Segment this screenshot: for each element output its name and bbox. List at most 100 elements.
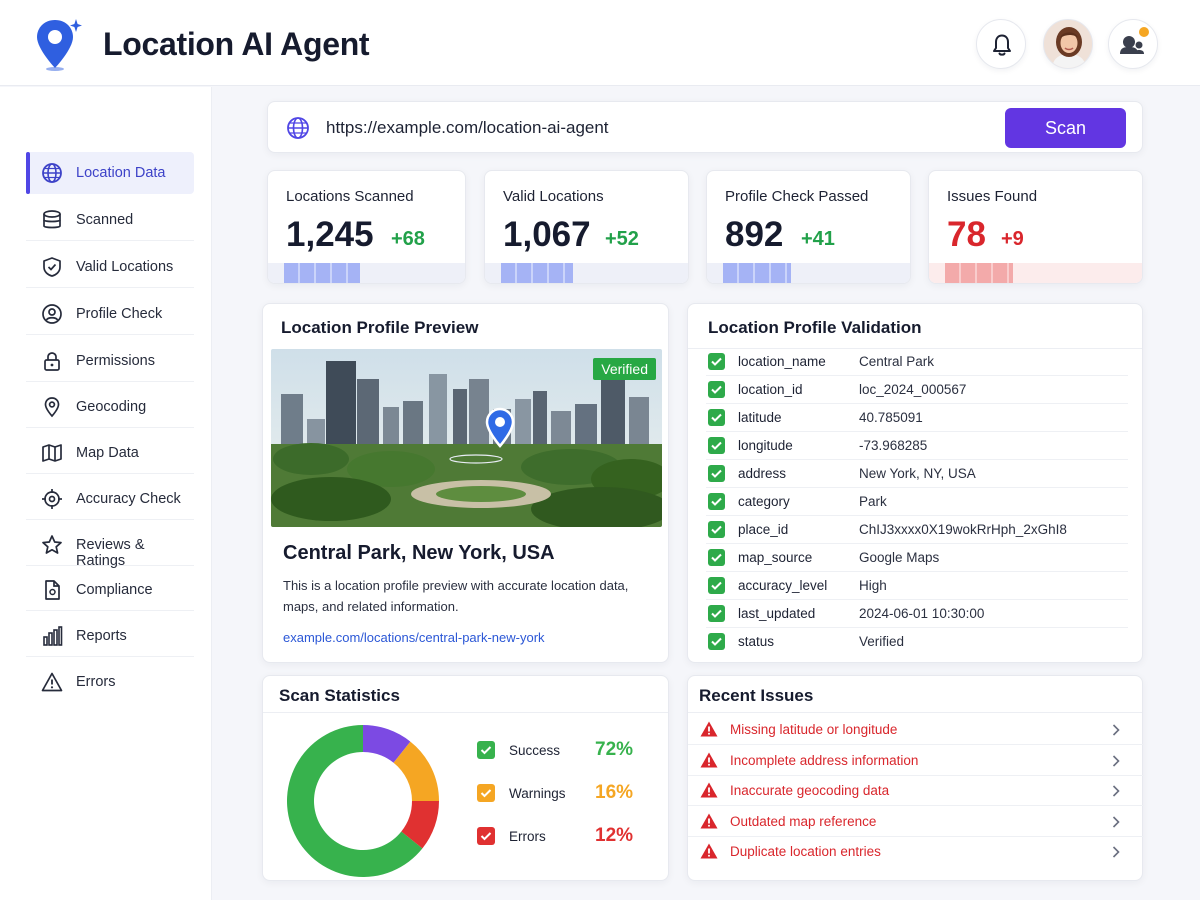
legend-value: 16% <box>595 782 634 803</box>
chevron-right-icon[interactable] <box>1112 754 1120 767</box>
sidebar-item-label: Reports <box>76 628 127 644</box>
issue-text: Inaccurate geocoding data <box>730 783 890 798</box>
checkbox-checked-icon <box>708 493 725 510</box>
sidebar-item-label: Valid Locations <box>76 259 174 275</box>
sidebar-item-reviews-ratings[interactable]: Reviews & Ratings <box>26 524 194 569</box>
sidebar-item-label: Scanned <box>76 212 134 228</box>
sidebar-item-map-data[interactable]: Map Data <box>26 432 194 474</box>
issue-text: Incomplete address information <box>730 752 919 768</box>
legend-item: Warnings 16% <box>477 782 637 806</box>
scan-button[interactable]: Scan <box>1005 108 1126 148</box>
map-pin-icon <box>44 397 60 418</box>
verified-badge: Verified <box>593 358 656 380</box>
donut-segment-success <box>287 725 423 877</box>
validation-row: place_id ChIJ3xxxx0X19wokRrHph_2xGhI8 <box>706 516 1128 544</box>
field-value: Central Park <box>859 354 935 369</box>
sidebar-item-profile-check[interactable]: Profile Check <box>26 293 194 335</box>
warning-icon <box>700 813 718 828</box>
chevron-right-icon[interactable] <box>1112 815 1120 828</box>
sidebar-item-compliance[interactable]: Compliance <box>26 569 194 611</box>
field-key: last_updated <box>738 606 816 621</box>
sidebar-item-geocoding[interactable]: Geocoding <box>26 386 194 428</box>
validation-row: longitude -73.968285 <box>706 432 1128 460</box>
legend-check-icon <box>477 827 495 845</box>
stat-card-valid-locations: Valid Locations 1,067 +52 <box>484 170 689 284</box>
sidebar-item-label: Location Data <box>76 165 166 181</box>
issue-text: Outdated map reference <box>730 813 877 829</box>
field-value: New York, NY, USA <box>859 466 976 481</box>
user-avatar[interactable] <box>1043 19 1093 69</box>
sidebar-item-label: Geocoding <box>76 399 147 415</box>
chevron-right-icon[interactable] <box>1112 724 1120 736</box>
issue-row[interactable]: Outdated map reference <box>688 807 1144 837</box>
bell-icon <box>993 34 1011 56</box>
legend-label: Warnings <box>509 786 566 801</box>
sidebar-item-errors[interactable]: Errors <box>26 661 194 703</box>
sidebar-item-label: Accuracy Check <box>76 491 181 507</box>
legend-check-icon <box>477 741 495 759</box>
validation-row: address New York, NY, USA <box>706 460 1128 488</box>
scan-donut-chart <box>287 725 439 877</box>
notifications-button[interactable] <box>976 19 1026 69</box>
stat-sparkline <box>268 263 465 283</box>
user-photo-icon <box>1044 20 1092 68</box>
field-key: address <box>738 466 787 481</box>
sidebar: Location Data Scanned Valid Locations Pr… <box>0 87 212 900</box>
validation-row: last_updated 2024-06-01 10:30:00 <box>706 600 1128 628</box>
field-key: location_name <box>738 354 826 369</box>
legend-item: Errors 12% <box>477 825 637 849</box>
field-value: ChIJ3xxxx0X19wokRrHph_2xGhI8 <box>859 522 1067 537</box>
stat-value: 1,067 <box>503 215 591 254</box>
issue-row[interactable]: Inaccurate geocoding data <box>688 776 1144 806</box>
globe-icon <box>287 117 309 139</box>
warning-icon <box>700 752 718 767</box>
chevron-right-icon[interactable] <box>1112 785 1120 797</box>
field-key: accuracy_level <box>738 578 828 593</box>
validation-row: status Verified <box>706 628 1128 656</box>
location-profile-preview: Location Profile Preview <box>262 303 669 663</box>
sidebar-item-label: Reviews & Ratings <box>76 537 145 569</box>
checkbox-checked-icon <box>708 409 725 426</box>
place-description: This is a location profile preview with … <box>283 578 629 614</box>
stat-delta: +52 <box>605 228 639 250</box>
url-scan-bar: https://example.com/location-ai-agent Sc… <box>267 101 1143 153</box>
issue-row[interactable]: Incomplete address information <box>688 746 1144 776</box>
sidebar-item-accuracy-check[interactable]: Accuracy Check <box>26 478 194 520</box>
location-profile-validation: Location Profile Validation location_nam… <box>687 303 1143 663</box>
field-value: loc_2024_000567 <box>859 382 967 397</box>
field-key: category <box>738 494 790 509</box>
city-park-image-icon <box>271 349 662 527</box>
legend-check-icon <box>477 784 495 802</box>
map-icon <box>42 444 62 462</box>
sidebar-item-label: Permissions <box>76 353 155 369</box>
checkbox-checked-icon <box>708 437 725 454</box>
sidebar-item-label: Errors <box>76 674 116 690</box>
stat-delta: +9 <box>1001 228 1024 250</box>
sidebar-item-scanned[interactable]: Scanned <box>26 199 194 241</box>
issue-row[interactable]: Duplicate location entries <box>688 837 1144 867</box>
validation-row: location_id loc_2024_000567 <box>706 376 1128 404</box>
issue-row[interactable]: Missing latitude or longitude <box>688 715 1144 745</box>
donut-segment-other <box>363 725 411 763</box>
validation-row: category Park <box>706 488 1128 516</box>
sidebar-item-permissions[interactable]: Permissions <box>26 340 194 382</box>
section-title: Scan Statistics <box>279 686 400 705</box>
chevron-right-icon[interactable] <box>1112 846 1120 858</box>
legend-label: Errors <box>509 829 546 844</box>
url-input[interactable]: https://example.com/location-ai-agent <box>326 118 609 137</box>
star-icon <box>42 535 62 554</box>
stat-value: 1,245 <box>286 215 374 254</box>
scan-statistics: Scan Statistics Success 72% Warnings 16% Err… <box>262 675 669 881</box>
stat-value: 892 <box>725 215 784 254</box>
app-title: Location AI Agent <box>103 26 370 62</box>
stat-card-profile-check-passed: Profile Check Passed 892 +41 <box>706 170 911 284</box>
checkbox-checked-icon <box>708 521 725 538</box>
legend-value: 72% <box>595 739 634 760</box>
sidebar-item-reports[interactable]: Reports <box>26 615 194 657</box>
sidebar-item-location-data[interactable]: Location Data <box>26 152 194 194</box>
checkbox-checked-icon <box>708 549 725 566</box>
field-key: location_id <box>738 382 803 397</box>
sidebar-item-valid-locations[interactable]: Valid Locations <box>26 246 194 288</box>
ai-agent-button[interactable] <box>1108 19 1158 69</box>
place-link[interactable]: example.com/locations/central-park-new-y… <box>283 630 545 645</box>
